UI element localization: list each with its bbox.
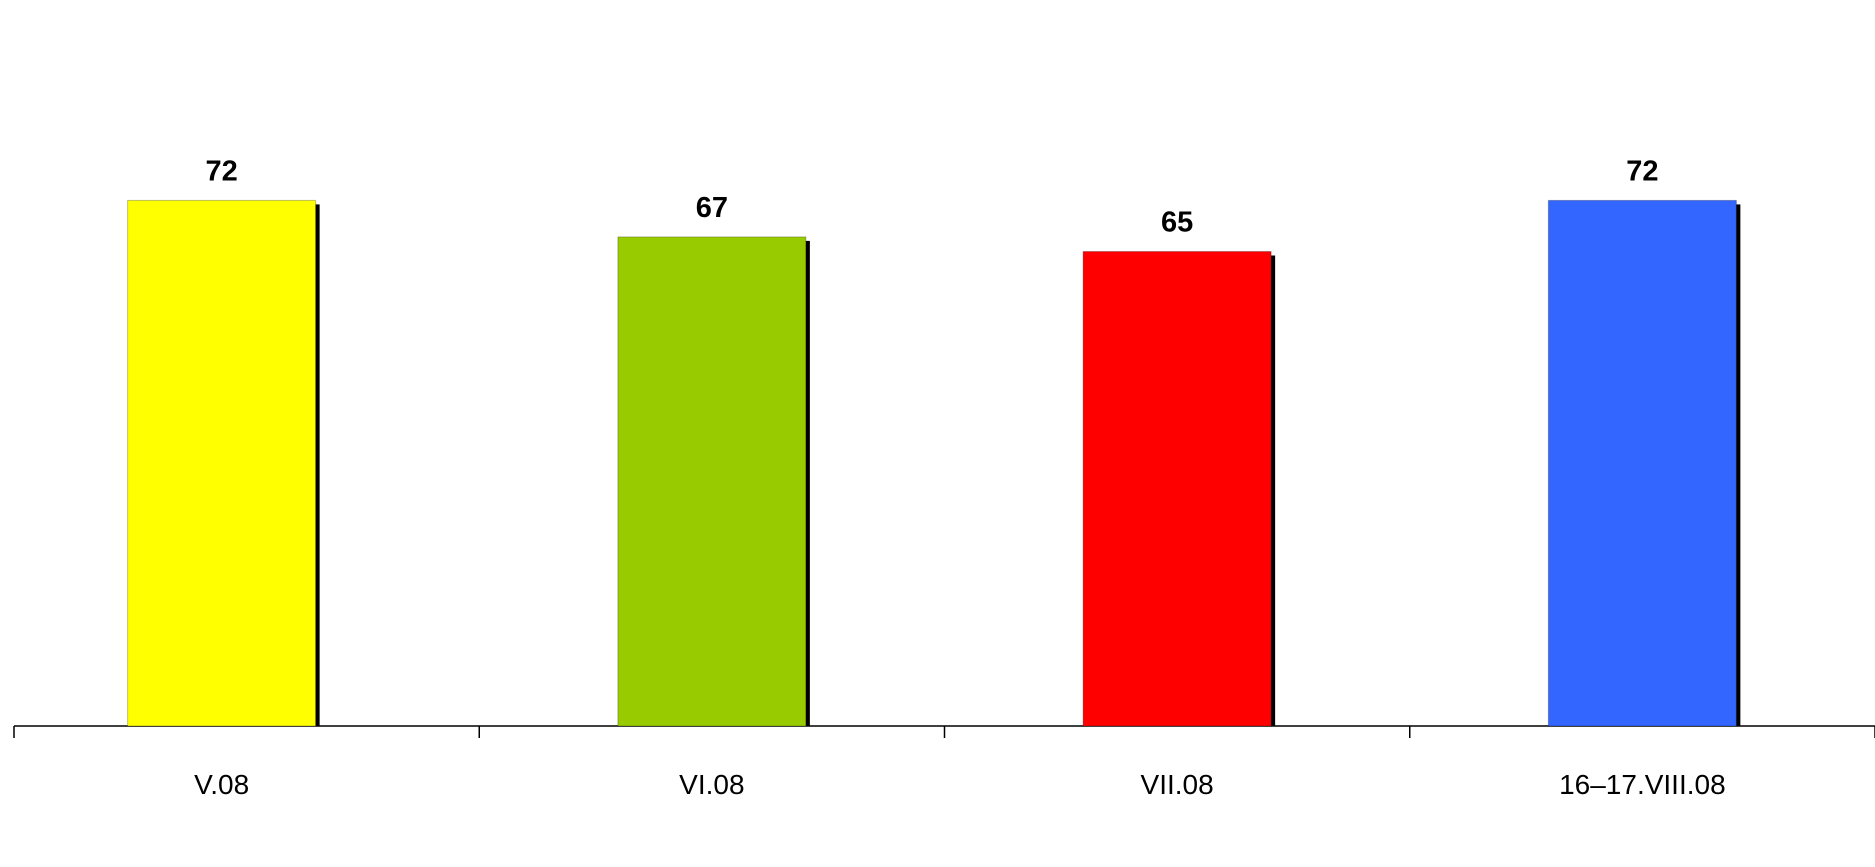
- bar-2: [618, 237, 806, 726]
- category-label: V.08: [194, 769, 249, 800]
- bar-3: [1083, 252, 1271, 727]
- bar-value-label: 72: [1626, 155, 1658, 187]
- bar-1: [128, 200, 316, 726]
- bar-value-label: 72: [205, 155, 237, 187]
- category-label: VII.08: [1141, 769, 1214, 800]
- bar-value-label: 67: [696, 192, 728, 224]
- bar-4: [1548, 200, 1736, 726]
- category-label: VI.08: [679, 769, 744, 800]
- category-label: 16–17.VIII.08: [1559, 769, 1726, 800]
- bar-value-label: 65: [1161, 207, 1193, 239]
